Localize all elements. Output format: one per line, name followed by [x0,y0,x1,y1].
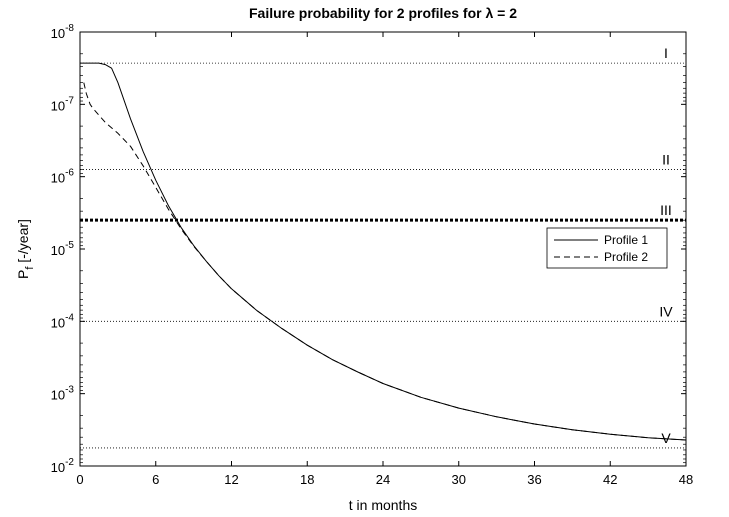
x-tick-label: 36 [527,472,541,487]
y-tick-label: 10-3 [51,385,75,403]
y-tick-label: 10-7 [51,95,75,113]
y-axis-label-symbol: P [15,270,31,279]
y-tick-exponent: -6 [65,168,74,179]
x-tick-label: 30 [452,472,466,487]
x-tick-label: 24 [376,472,390,487]
x-axis: 0 6 12 18 24 30 36 42 48 [76,32,693,487]
y-axis-label: Pf [-/year] [15,219,36,279]
y-tick-exponent: -8 [65,23,74,34]
y-tick-label: 10-5 [51,240,75,258]
y-axis: 10-810-710-610-510-410-310-2 [51,23,686,475]
y-tick-base: 10 [51,460,65,475]
reference-line-label: IV [659,303,673,319]
x-tick-label: 48 [679,472,693,487]
x-tick-label: 6 [152,472,159,487]
x-tick-label: 18 [300,472,314,487]
y-tick-exponent: -7 [65,95,74,106]
y-tick-exponent: -3 [65,385,74,396]
y-tick-label: 10-4 [51,312,75,330]
reference-line-label: II [662,151,670,167]
y-tick-label: 10-2 [51,457,75,475]
legend: Profile 1 Profile 2 [546,227,668,269]
y-tick-label: 10-6 [51,168,75,186]
y-axis-label-subscript: f [24,266,36,270]
svg-text:Pf [-/year]: Pf [-/year] [15,219,36,279]
chart-title: Failure probability for 2 profiles for λ… [249,5,517,21]
y-tick-base: 10 [51,388,65,403]
y-tick-base: 10 [51,171,65,186]
reference-line-label: I [664,45,668,61]
y-tick-base: 10 [51,243,65,258]
y-tick-base: 10 [51,315,65,330]
y-tick-base: 10 [51,26,65,41]
y-axis-label-unit: [-/year] [15,219,31,266]
series-line [83,82,687,441]
x-tick-label: 0 [76,472,83,487]
y-tick-exponent: -2 [65,457,74,468]
y-tick-base: 10 [51,98,65,113]
legend-label: Profile 2 [604,250,648,264]
x-tick-label: 42 [603,472,617,487]
legend-box [546,227,668,269]
legend-label: Profile 1 [604,233,648,247]
series-layer [80,62,687,441]
x-tick-label: 12 [224,472,238,487]
reference-line-label: III [660,202,672,218]
y-tick-exponent: -5 [65,240,74,251]
x-axis-label: t in months [349,497,417,513]
y-tick-exponent: -4 [65,312,74,323]
reference-line-label: V [661,430,671,446]
y-tick-label: 10-8 [51,23,75,41]
